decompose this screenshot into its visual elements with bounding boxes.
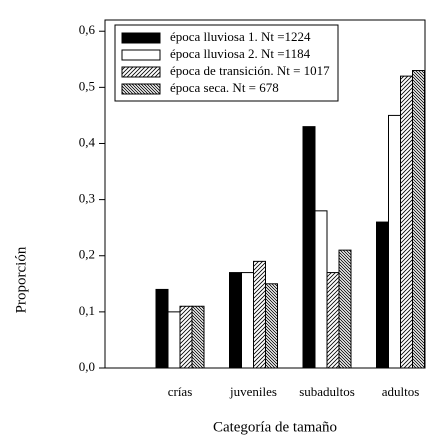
y-axis-label: Proporción [13, 246, 29, 313]
bar [376, 221, 389, 369]
bar [388, 114, 401, 369]
bar [326, 272, 340, 369]
legend-label: época lluviosa 2. Nt =1184 [170, 46, 311, 61]
bar [412, 70, 425, 369]
bar [338, 249, 352, 369]
x-axis-label: Categoría de tamaño [213, 419, 337, 435]
legend-label: época seca. Nt = 678 [170, 80, 279, 95]
legend-label: época lluviosa 1. Nt =1224 [170, 29, 311, 44]
y-tick-label: 0,4 [79, 134, 96, 149]
y-tick-label: 0,6 [79, 22, 96, 37]
bar [253, 260, 266, 369]
bar [191, 305, 205, 369]
bar [265, 283, 278, 369]
bar [155, 288, 169, 369]
y-tick-label: 0,1 [79, 303, 95, 318]
y-tick-label: 0,0 [79, 359, 95, 374]
y-tick-label: 0,5 [79, 78, 95, 93]
legend-swatch [121, 32, 161, 44]
legend-swatch [121, 49, 161, 61]
bar [179, 305, 193, 369]
x-tick-label: crías [168, 384, 193, 399]
legend-label: época de transición. Nt = 1017 [170, 63, 330, 78]
legend-swatch [121, 66, 161, 78]
x-tick-label: subadultos [299, 384, 355, 399]
bar [241, 272, 254, 369]
y-tick-label: 0,2 [79, 247, 95, 262]
bar [314, 210, 328, 369]
bar [400, 75, 413, 369]
bar [229, 272, 242, 369]
bar [302, 126, 316, 369]
x-tick-label: juveniles [229, 384, 277, 399]
x-tick-label: adultos [382, 384, 420, 399]
bar [167, 311, 181, 369]
y-tick-label: 0,3 [79, 191, 95, 206]
legend-swatch [121, 83, 161, 95]
